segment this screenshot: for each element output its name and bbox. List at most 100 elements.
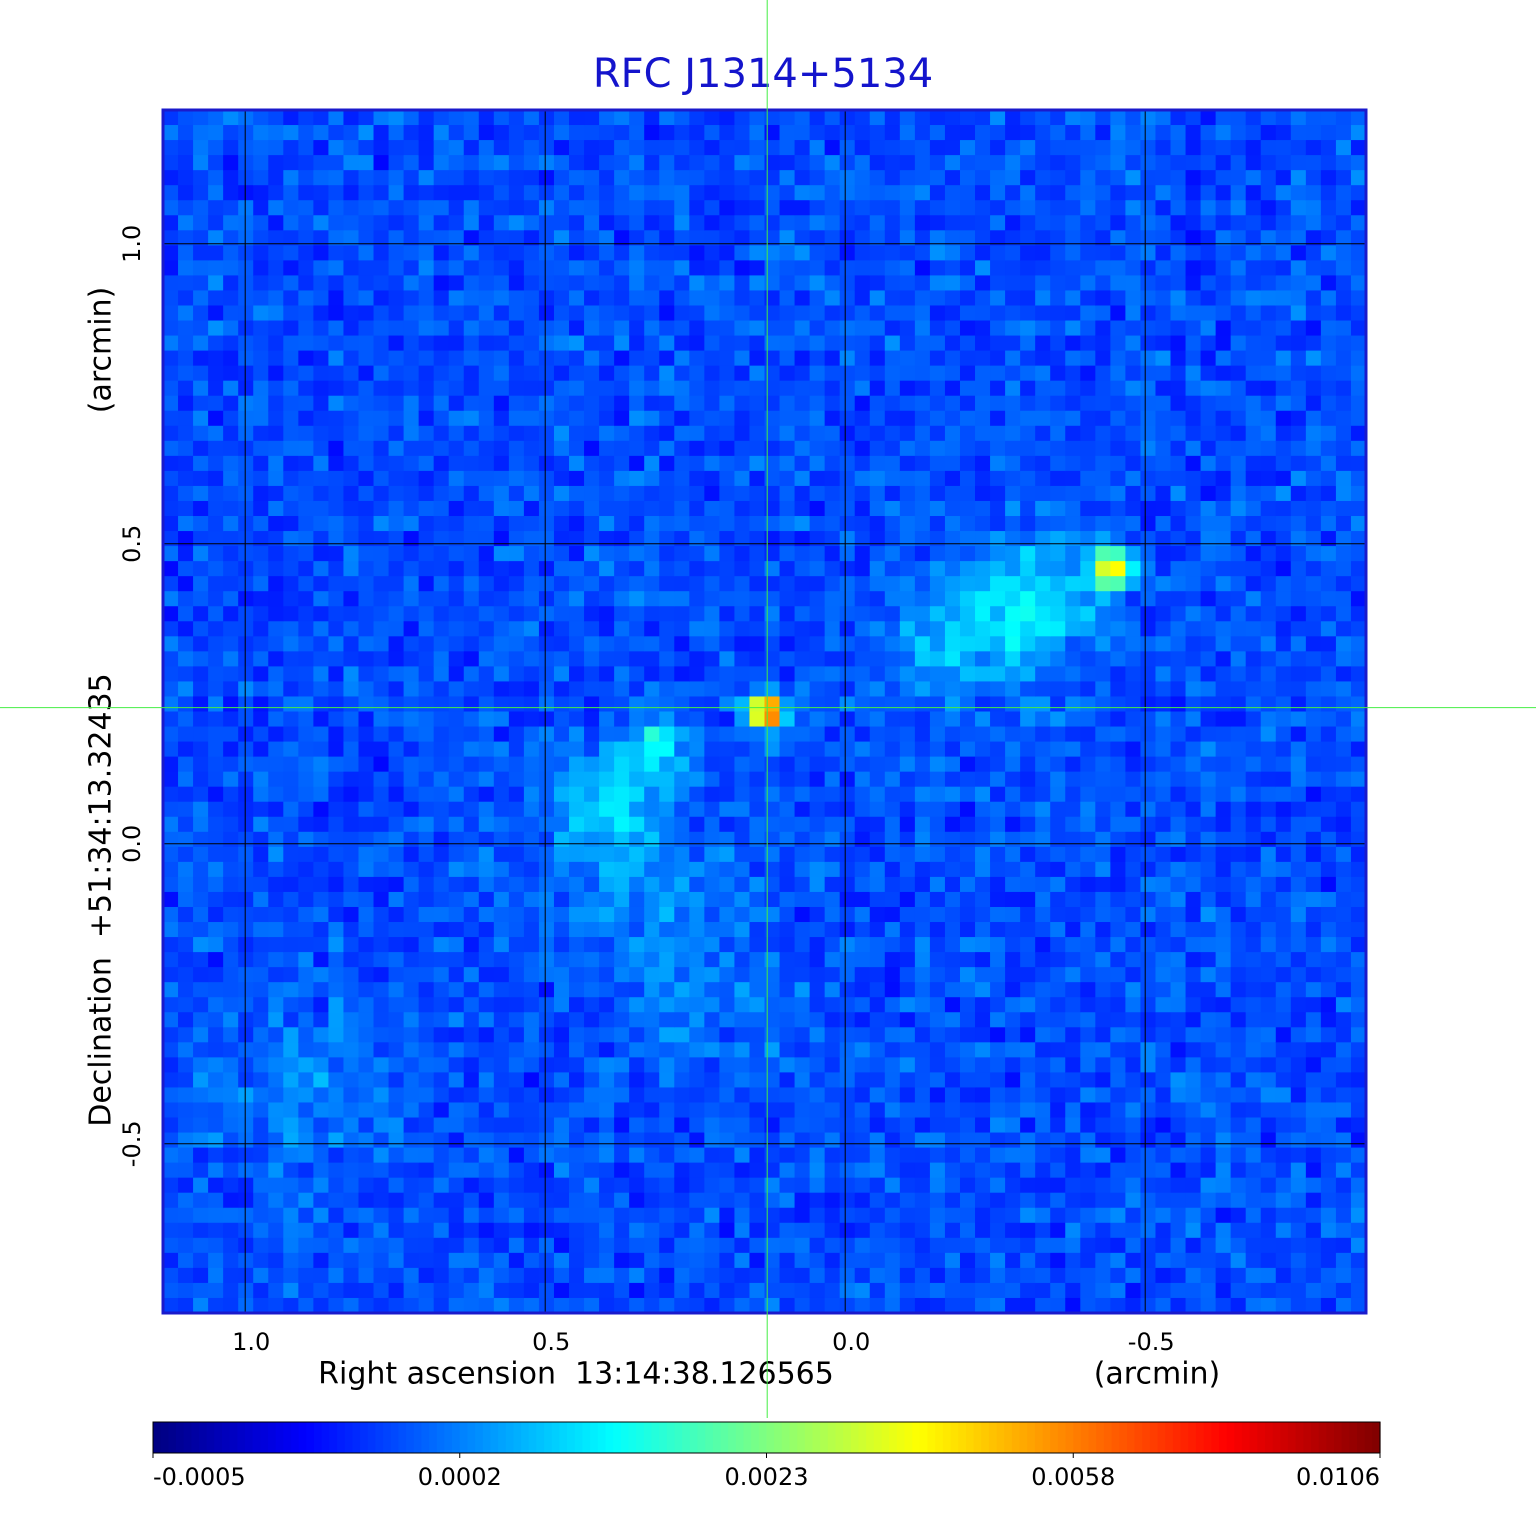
pixel [478,1042,495,1058]
pixel [1095,155,1111,171]
pixel [990,170,1006,186]
pixel [343,1042,360,1058]
pixel [599,1297,615,1314]
pixel [1065,606,1081,622]
pixel [328,967,345,983]
pixel [929,335,946,352]
pixel [298,425,314,442]
pixel [764,440,781,457]
pixel [523,771,540,788]
pixel [779,1087,796,1104]
pixel [869,861,886,878]
pixel [614,831,630,848]
pixel [403,621,420,637]
pixel [1095,636,1111,652]
pixel [809,485,826,502]
pixel [569,455,585,472]
pixel [990,1162,1006,1179]
pixel [1005,1222,1021,1239]
pixel [884,170,901,186]
pixel [193,350,209,367]
pixel [448,801,465,818]
pixel [584,546,600,562]
pixel [223,410,239,427]
pixel [223,1072,239,1089]
pixel [268,876,284,893]
pixel [163,155,179,171]
pixel [659,576,675,592]
pixel [764,245,781,261]
pixel [328,621,345,637]
pixel [418,741,435,758]
pixel [959,681,976,698]
pixel [990,741,1006,758]
pixel [674,305,690,322]
pixel [373,696,390,713]
pixel [163,606,179,622]
pixel [298,937,314,953]
pixel [569,485,585,502]
pixel [734,395,751,412]
pixel [523,756,540,773]
pixel [809,861,826,878]
pixel [448,185,465,201]
pixel [478,786,495,803]
pixel [764,155,781,171]
pixel [975,350,991,367]
pixel [1080,305,1096,322]
pixel [508,1132,525,1149]
pixel [433,1222,450,1239]
pixel [824,741,841,758]
pixel [373,561,390,577]
pixel [313,1117,330,1134]
pixel [433,1297,450,1314]
pixel [689,395,705,412]
pixel [313,1282,330,1299]
pixel [328,1072,345,1089]
pixel [794,846,811,863]
pixel [599,500,615,517]
pixel [1005,1237,1021,1254]
pixel [689,470,705,487]
pixel [448,531,465,547]
pixel [659,1252,675,1269]
pixel [749,711,766,728]
pixel [869,1267,886,1284]
pixel [854,636,871,652]
pixel [418,861,435,878]
pixel [208,380,224,397]
pixel [614,546,630,562]
pixel [433,1117,450,1134]
pixel [1065,1072,1081,1089]
pixel [644,711,660,728]
pixel [659,771,675,788]
pixel [343,485,360,502]
pixel [719,215,736,231]
pixel [553,531,570,547]
pixel [448,922,465,938]
pixel [493,470,510,487]
pixel [463,546,480,562]
pixel [914,681,931,698]
pixel [358,711,375,728]
pixel [208,230,224,246]
pixel [433,1192,450,1209]
pixel [523,245,540,261]
pixel [1020,891,1036,908]
pixel [824,395,841,412]
pixel [298,786,314,803]
pixel [178,726,194,743]
pixel [208,500,224,517]
pixel [283,170,299,186]
pixel [824,485,841,502]
pixel [253,876,269,893]
pixel [644,1147,660,1164]
pixel [283,485,299,502]
pixel [929,516,946,532]
pixel [193,531,209,547]
pixel [734,1117,751,1134]
pixel [553,1282,570,1299]
pixel [839,1057,856,1073]
pixel [388,1282,405,1299]
pixel [659,485,675,502]
